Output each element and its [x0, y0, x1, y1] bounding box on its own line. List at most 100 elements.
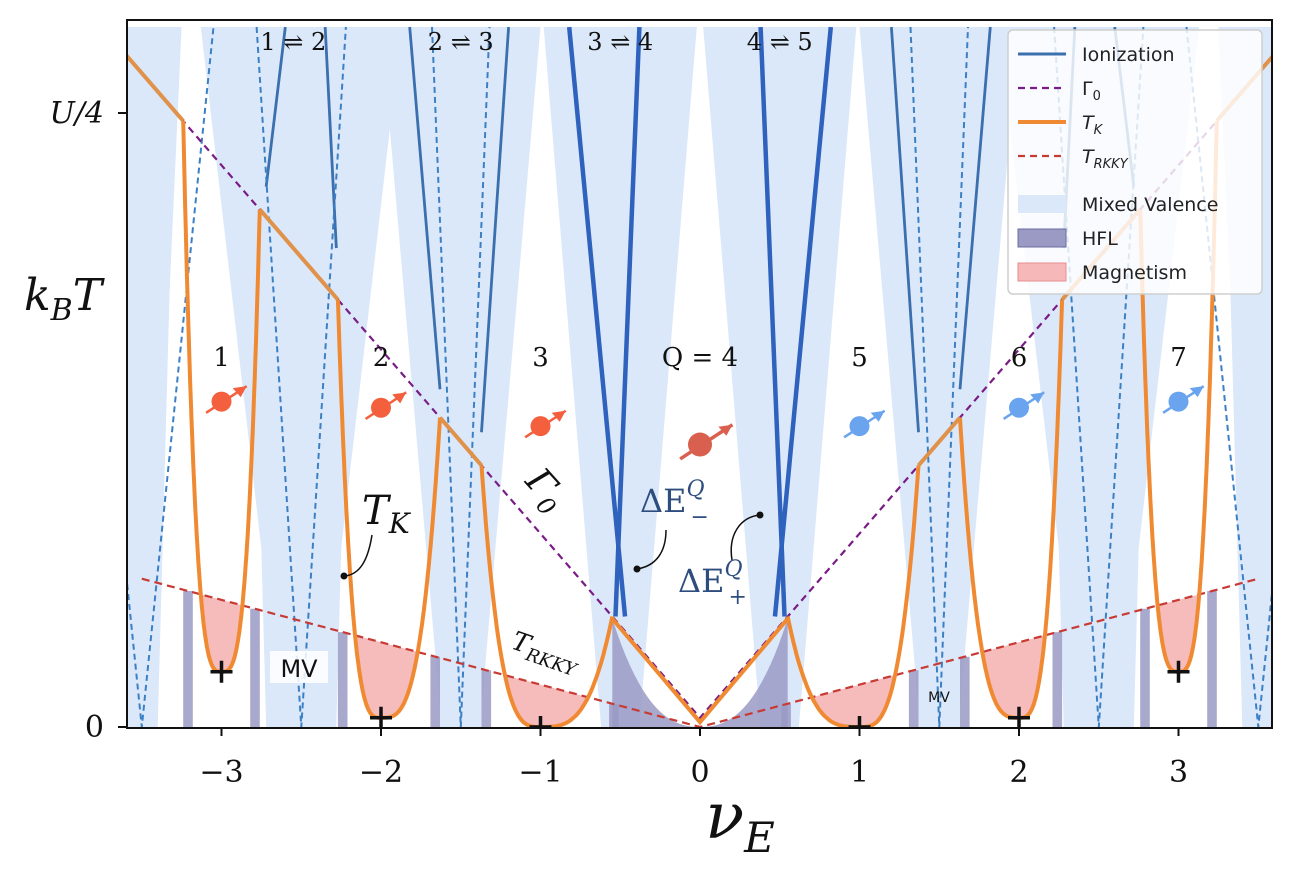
- de-plus-dot: [756, 511, 764, 519]
- charge-sector-label: 6: [1011, 343, 1028, 373]
- y-axis-title: kBT: [24, 270, 106, 328]
- mixed-valence-region: [859, 27, 1019, 727]
- tk-annotation-leader: [343, 534, 373, 577]
- magnetism-region: [812, 675, 895, 727]
- y-axis-ticks: 0 U/4: [50, 96, 127, 745]
- hfl-band: [1207, 591, 1217, 727]
- x-axis-title: νE: [705, 780, 775, 862]
- hfl-central-region: [612, 618, 788, 727]
- legend-magnetism-label: Magnetism: [1082, 262, 1187, 284]
- spin-arrow-head: [232, 386, 247, 398]
- tk-annotation: TK: [340, 488, 412, 580]
- tk-annotation-dot: [340, 572, 348, 580]
- magnetism-region: [983, 635, 1045, 718]
- tk-annotation-label: TK: [362, 488, 412, 540]
- spin-arrow-head: [1030, 392, 1045, 404]
- hfl-band: [430, 656, 440, 727]
- spin-ball: [1009, 397, 1029, 418]
- ionization-line: [758, 26, 787, 617]
- magnetism-region: [505, 675, 588, 727]
- mixed-valence-region: [703, 27, 857, 727]
- tk-central-curve: [610, 617, 790, 726]
- spin-ball: [849, 416, 870, 437]
- x-tick-label: −2: [359, 755, 403, 790]
- legend-mixed-valence-label: Mixed Valence: [1082, 194, 1218, 216]
- tk-minimum-marker: [1167, 660, 1190, 683]
- spin-ball: [688, 432, 712, 457]
- transition-label: 4 ⇌ 5: [747, 28, 813, 56]
- spin-ball: [1168, 391, 1189, 412]
- tk-minimum-marker: [1008, 706, 1030, 728]
- mv-big-label: MV: [280, 655, 318, 683]
- hfl-regions: [183, 591, 1217, 727]
- mixed-valence-region: [200, 27, 402, 727]
- magnetism-region: [355, 635, 417, 718]
- spin-arrow: [843, 409, 886, 439]
- y-tick-label: U/4: [50, 96, 104, 131]
- legend: Ionization Γ0 TK TRKKY Mixed Valence HFL…: [1007, 29, 1263, 295]
- spin-arrow-head: [392, 392, 407, 404]
- ionization-line: [480, 26, 510, 433]
- spin-arrow: [205, 385, 248, 414]
- charge-sector-label: 1: [213, 343, 230, 373]
- tk-gamma-overlap: [917, 416, 962, 467]
- x-tick-label: 3: [1169, 755, 1188, 790]
- tk-gamma-overlap: [258, 208, 340, 301]
- tk-gamma-overlap: [127, 53, 185, 123]
- de-minus-annotation: ΔEQ −: [633, 477, 709, 573]
- magnetism-regions: [201, 594, 1199, 727]
- spin-arrow: [1002, 391, 1045, 420]
- y-tick-label: 0: [85, 710, 104, 745]
- hfl-band: [1140, 608, 1150, 727]
- trkky-annotation-label: TRKKY: [506, 626, 584, 681]
- hfl-band: [1052, 632, 1063, 727]
- hfl-band: [250, 608, 260, 727]
- spin-arrow-head: [870, 410, 885, 422]
- mv-big-backdrop: [270, 651, 328, 683]
- legend-hfl-swatch: [1017, 228, 1067, 248]
- hfl-band: [481, 670, 492, 727]
- tk-gamma-overlap: [438, 416, 483, 467]
- transition-label: 3 ⇌ 4: [587, 28, 653, 56]
- spin-arrow: [679, 423, 734, 461]
- charge-sector-label: 2: [373, 343, 390, 373]
- hfl-band: [908, 670, 919, 727]
- spin-arrow: [1162, 385, 1205, 414]
- x-tick-label: −1: [518, 755, 562, 790]
- x-tick-label: 0: [690, 755, 709, 790]
- ionization-line: [323, 26, 338, 249]
- charge-sector-label: Q = 4: [662, 343, 738, 373]
- de-plus-label: ΔEQ +: [678, 557, 747, 610]
- hfl-band: [337, 632, 348, 727]
- de-minus-label: ΔEQ −: [640, 477, 709, 530]
- legend-trkky-label: TRKKY: [1082, 146, 1129, 172]
- tk-minimum-marker: [210, 660, 233, 683]
- mixed-valence-region: [381, 27, 541, 727]
- hfl-band: [960, 656, 970, 727]
- magnetism-region: [1158, 594, 1199, 672]
- transition-label: 1 ⇌ 2: [260, 28, 326, 56]
- mixed-valence-regions: [127, 27, 1272, 727]
- x-tick-label: 2: [1009, 755, 1028, 790]
- spin-arrows: [205, 385, 1205, 461]
- spin-arrow-head: [718, 424, 733, 436]
- legend-magnetism-swatch: [1017, 262, 1067, 282]
- charge-sector-label: 3: [532, 343, 549, 373]
- transition-label: 2 ⇌ 3: [428, 28, 494, 56]
- legend-hfl-label: HFL: [1082, 228, 1118, 250]
- ionization-line: [958, 26, 992, 390]
- spin-arrow-head: [1189, 386, 1204, 398]
- legend-box: [1007, 29, 1263, 295]
- ionization-line: [408, 26, 442, 390]
- de-plus-annotation: ΔEQ +: [678, 511, 764, 610]
- de-plus-leader: [730, 514, 761, 561]
- ionization-line: [566, 26, 628, 617]
- hfl-band: [183, 591, 193, 727]
- ionization-line: [613, 26, 642, 617]
- x-tick-label: −3: [199, 755, 243, 790]
- spin-ball: [371, 397, 391, 418]
- charge-sector-label: 5: [851, 343, 868, 373]
- ionization-line: [890, 26, 920, 433]
- mv-small-label: MV: [928, 690, 950, 706]
